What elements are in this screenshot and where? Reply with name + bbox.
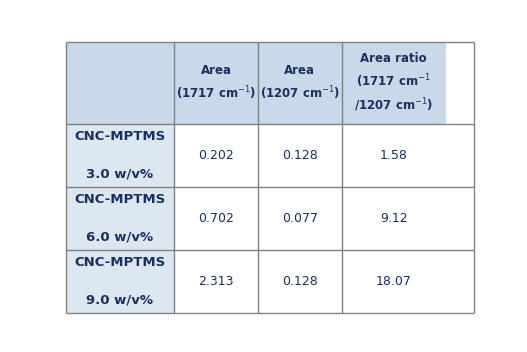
Bar [258,250,341,313]
Bar [174,250,258,313]
Text: 18.07: 18.07 [376,275,412,288]
Text: 9.12: 9.12 [380,212,407,225]
Text: 0.077: 0.077 [282,212,318,225]
Bar [174,187,258,250]
Bar [66,42,174,124]
Bar [258,42,341,124]
Bar [341,124,446,187]
Bar [174,42,258,124]
Bar [174,124,258,187]
Bar [341,250,446,313]
Bar [258,124,341,187]
Text: Area ratio
(1717 cm$^{-1}$
/1207 cm$^{-1}$): Area ratio (1717 cm$^{-1}$ /1207 cm$^{-1… [354,52,433,114]
Text: 0.702: 0.702 [198,212,234,225]
Text: Area
(1717 cm$^{-1}$): Area (1717 cm$^{-1}$) [176,64,256,102]
Text: CNC-MPTMS

9.0 w/v%: CNC-MPTMS 9.0 w/v% [74,256,165,307]
Bar [258,187,341,250]
Text: 1.58: 1.58 [379,149,407,162]
Text: 0.128: 0.128 [282,149,318,162]
Bar [66,187,174,250]
Text: 0.128: 0.128 [282,275,318,288]
Bar [66,250,174,313]
Text: Area
(1207 cm$^{-1}$): Area (1207 cm$^{-1}$) [259,64,340,102]
Text: 2.313: 2.313 [198,275,233,288]
Bar [341,187,446,250]
Bar [66,124,174,187]
Bar [341,42,446,124]
Text: CNC-MPTMS

6.0 w/v%: CNC-MPTMS 6.0 w/v% [74,193,165,244]
Text: CNC-MPTMS

3.0 w/v%: CNC-MPTMS 3.0 w/v% [74,130,165,181]
Text: 0.202: 0.202 [198,149,234,162]
